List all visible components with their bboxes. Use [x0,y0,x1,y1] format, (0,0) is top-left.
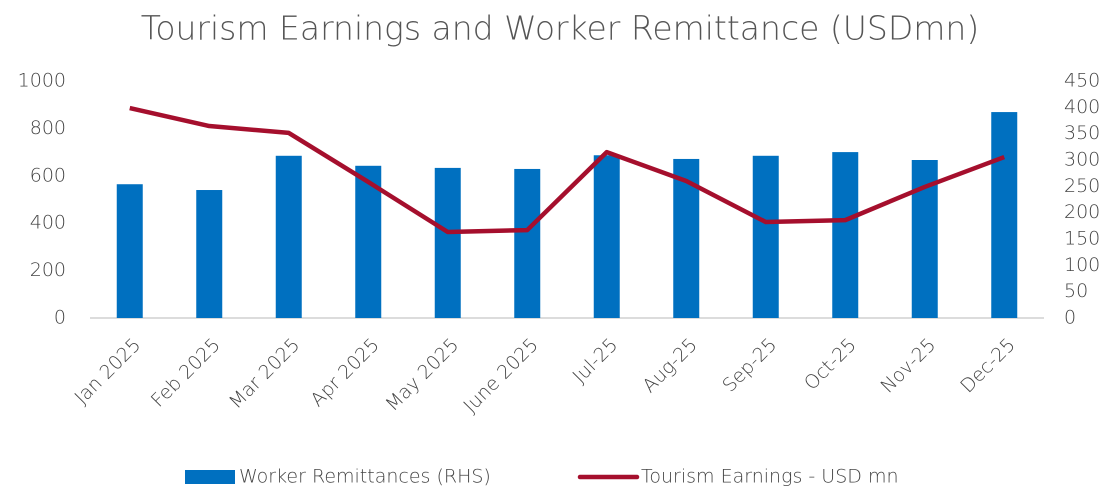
legend-swatch [185,470,235,484]
line [129,105,1006,235]
y2-tick-label: 250 [1064,175,1100,197]
x-tick-label: Mar 2025 [225,334,304,413]
bar [275,155,302,318]
x-tick-label: Jan 2025 [70,334,145,409]
x-tick-label: Apr 2025 [306,334,383,411]
y2-tick-label: 100 [1064,254,1100,276]
x-tick-label: Jul-25 [568,334,622,388]
bar [593,155,620,318]
y-tick-label: 0 [54,307,66,329]
bar [832,152,859,318]
x-tick-label: Dec-25 [956,334,1020,398]
bar [991,112,1018,318]
bar [752,155,779,318]
y2-tick-label: 50 [1064,280,1088,302]
x-tick-label: Oct-25 [800,334,861,395]
x-tick-label: Sep-25 [718,334,781,397]
x-tick-label: May 2025 [381,334,463,416]
y2-tick-label: 150 [1064,228,1100,250]
y-tick-label: 200 [30,259,66,281]
y2-tick-label: 0 [1064,307,1076,329]
legend-label: Worker Remittances (RHS) [239,466,491,488]
legend-label: Tourism Earnings - USD mn [641,466,899,488]
chart-title: Tourism Earnings and Worker Remittance (… [141,9,979,48]
y2-tick-label: 350 [1064,122,1100,144]
bar [355,165,382,318]
bar [196,190,223,318]
x-tick-label: Aug-25 [638,334,701,397]
y2-tick-label: 450 [1064,70,1100,92]
y2-tick-label: 200 [1064,201,1100,223]
bar [434,167,461,318]
y-tick-label: 800 [30,117,66,139]
bar [116,184,143,318]
y2-tick-label: 400 [1064,96,1100,118]
x-tick-label: Feb 2025 [147,334,225,412]
x-tick-label: June 2025 [459,334,542,417]
bar [514,168,541,318]
y-tick-label: 1000 [18,70,66,92]
y-tick-label: 600 [30,164,66,186]
x-tick-label: Nov-25 [876,334,940,398]
y-tick-label: 400 [30,212,66,234]
y2-tick-label: 300 [1064,149,1100,171]
